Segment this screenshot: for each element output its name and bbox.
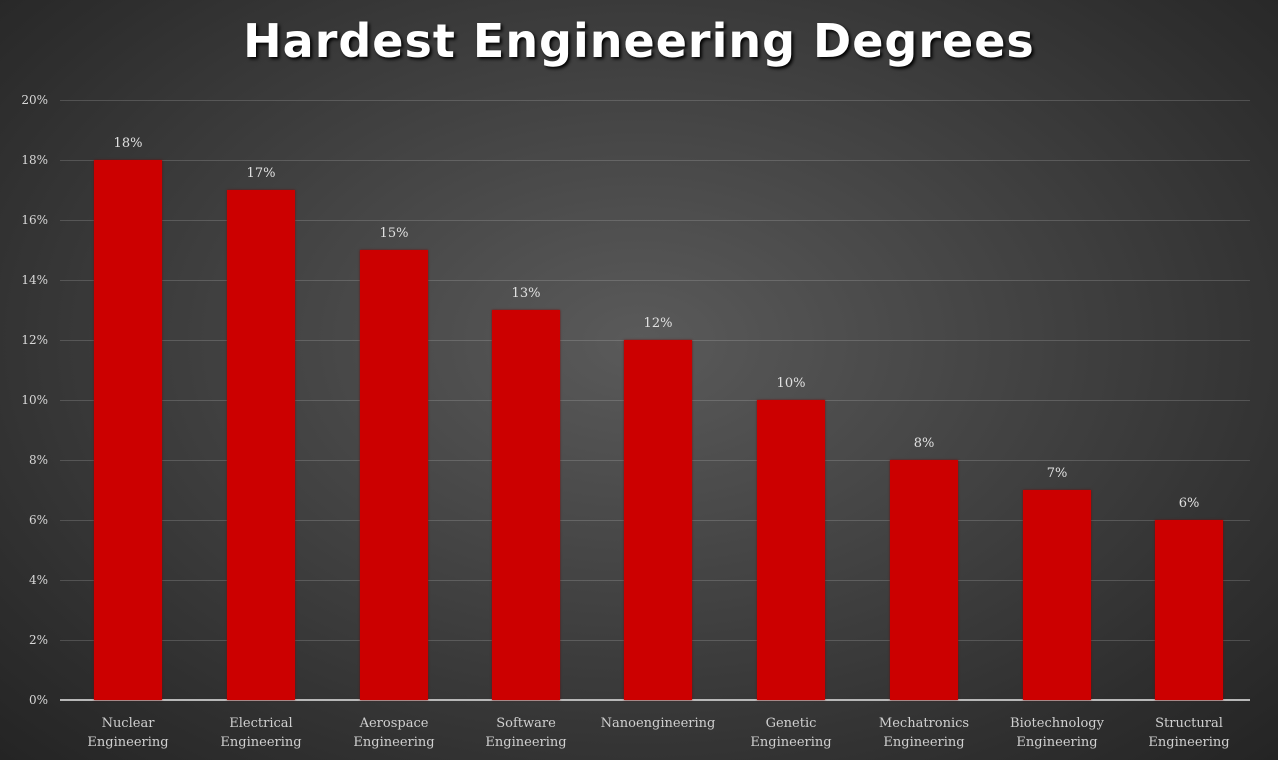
- bar-value-label: 6%: [1178, 496, 1200, 511]
- x-tick-label-line: Engineering: [220, 735, 302, 750]
- bar-value-label: 18%: [113, 136, 143, 151]
- y-tick-label: 0%: [28, 693, 48, 707]
- x-tick-label-line: Engineering: [750, 735, 832, 750]
- gridline: [60, 280, 1250, 281]
- y-tick-label: 4%: [28, 573, 48, 587]
- bar: [1023, 490, 1091, 700]
- x-axis-line: [60, 699, 1250, 701]
- gridline: [60, 220, 1250, 221]
- x-tick-label: Nuclear Engineering: [63, 714, 193, 752]
- x-tick-label: Biotechnology Engineering: [992, 714, 1122, 752]
- x-tick-label: Genetic Engineering: [726, 714, 856, 752]
- x-tick-label-line: [593, 733, 723, 752]
- bar-value-label: 13%: [511, 286, 541, 301]
- y-tick-label: 12%: [21, 333, 48, 347]
- x-tick-label: Nanoengineering: [593, 714, 723, 752]
- x-tick-label: Electrical Engineering: [196, 714, 326, 752]
- x-tick-label-line: Genetic: [765, 716, 817, 731]
- bar: [94, 160, 162, 700]
- bar: [360, 250, 428, 700]
- x-tick-label: Software Engineering: [461, 714, 591, 752]
- y-tick-label: 10%: [21, 393, 48, 407]
- bar-value-label: 10%: [776, 376, 806, 391]
- x-tick-label-line: Mechatronics: [878, 716, 970, 731]
- x-tick-label-line: Engineering: [87, 735, 169, 750]
- bar: [227, 190, 295, 700]
- y-tick-label: 8%: [28, 453, 48, 467]
- y-tick-label: 18%: [21, 153, 48, 167]
- x-tick-label-line: Software: [496, 716, 556, 731]
- gridline: [60, 100, 1250, 101]
- chart-title: Hardest Engineering Degrees: [243, 14, 1035, 68]
- y-tick-label: 2%: [28, 633, 48, 647]
- x-tick-label-line: Engineering: [1148, 735, 1230, 750]
- x-tick-label-line: Structural: [1155, 716, 1223, 731]
- y-tick-label: 14%: [21, 273, 48, 287]
- bar-value-label: 7%: [1046, 466, 1068, 481]
- x-tick-label-line: Electrical: [229, 716, 293, 731]
- y-tick-label: 16%: [21, 213, 48, 227]
- bar: [492, 310, 560, 700]
- x-tick-label-line: Nanoengineering: [600, 716, 716, 731]
- x-tick-label: Structural Engineering: [1124, 714, 1254, 752]
- x-tick-label-line: Aerospace: [359, 716, 429, 731]
- bar-value-label: 15%: [379, 226, 409, 241]
- x-tick-label: Mechatronics Engineering: [859, 714, 989, 752]
- x-tick-label-line: Engineering: [353, 735, 435, 750]
- y-tick-label: 6%: [28, 513, 48, 527]
- y-tick-label: 20%: [21, 93, 48, 107]
- bar: [1155, 520, 1223, 700]
- bar-value-label: 12%: [643, 316, 673, 331]
- x-tick-label-line: Engineering: [1016, 735, 1098, 750]
- x-tick-label-line: Engineering: [883, 735, 965, 750]
- x-tick-label: Aerospace Engineering: [329, 714, 459, 752]
- bar-value-label: 8%: [913, 436, 935, 451]
- x-tick-label-line: Nuclear: [101, 716, 155, 731]
- x-tick-label-line: Biotechnology: [1010, 716, 1104, 731]
- bar: [624, 340, 692, 700]
- gridline: [60, 160, 1250, 161]
- bar: [890, 460, 958, 700]
- bar-value-label: 17%: [246, 166, 276, 181]
- bar: [757, 400, 825, 700]
- x-tick-label-line: Engineering: [485, 735, 567, 750]
